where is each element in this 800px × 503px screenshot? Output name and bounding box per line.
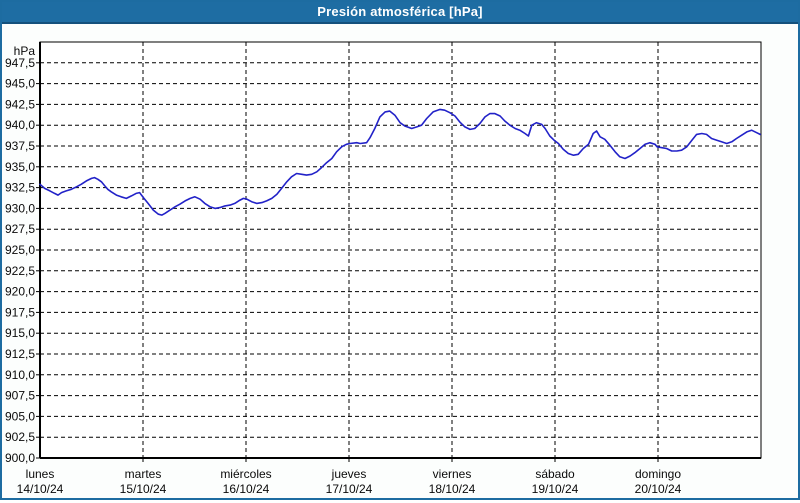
pressure-chart: 947,5 945,0 942,5 940,0 937,5 935,0 932,5 930,0… — [5, 41, 762, 496]
y-tick-label: 935,0 — [5, 160, 35, 174]
y-tick-label: 905,0 — [5, 409, 35, 423]
x-day-label: jueves — [331, 467, 367, 481]
y-tick-label: 900,0 — [5, 451, 35, 465]
chart-title: Presión atmosférica [hPa] — [317, 4, 483, 19]
y-tick-label: 945,0 — [5, 77, 35, 91]
y-tick-label: 927,5 — [5, 222, 35, 236]
y-axis-labels: 947,5 945,0 942,5 940,0 937,5 935,0 932,5 930,0… — [5, 56, 35, 465]
title-bar: Presión atmosférica [hPa] — [2, 2, 798, 24]
y-tick-label: 922,5 — [5, 264, 35, 278]
x-date-label: 19/10/24 — [532, 482, 579, 496]
x-day-label: lunes — [26, 467, 55, 481]
y-tick-label: 942,5 — [5, 97, 35, 111]
y-tick-label: 907,5 — [5, 389, 35, 403]
y-tick-label: 940,0 — [5, 118, 35, 132]
x-date-label: 17/10/24 — [326, 482, 373, 496]
plot-frame — [36, 41, 762, 462]
x-date-label: 16/10/24 — [223, 482, 270, 496]
pressure-series — [39, 108, 761, 216]
y-tick-label: 925,0 — [5, 243, 35, 257]
y-tick-label: 932,5 — [5, 181, 35, 195]
x-date-label: 20/10/24 — [635, 482, 682, 496]
y-tick-label: 930,0 — [5, 201, 35, 215]
x-day-label: martes — [125, 467, 162, 481]
chart-area: 947,5 945,0 942,5 940,0 937,5 935,0 932,5 930,0… — [2, 24, 798, 498]
gridlines — [40, 42, 761, 458]
y-tick-label: 917,5 — [5, 305, 35, 319]
y-tick-label: 915,0 — [5, 326, 35, 340]
x-day-label: domingo — [635, 467, 681, 481]
x-date-label: 18/10/24 — [429, 482, 476, 496]
y-tick-label: 912,5 — [5, 347, 35, 361]
pressure-line — [39, 108, 761, 216]
x-date-label: 15/10/24 — [120, 482, 167, 496]
x-date-label: 14/10/24 — [17, 482, 64, 496]
y-axis-unit-label: hPa — [14, 44, 36, 58]
x-day-label: viernes — [433, 467, 472, 481]
x-day-label: miércoles — [220, 467, 271, 481]
x-day-label: sábado — [535, 467, 575, 481]
y-tick-label: 947,5 — [5, 56, 35, 70]
y-tick-label: 937,5 — [5, 139, 35, 153]
y-tick-label: 920,0 — [5, 285, 35, 299]
y-tick-label: 902,5 — [5, 430, 35, 444]
y-tick-label: 910,0 — [5, 368, 35, 382]
